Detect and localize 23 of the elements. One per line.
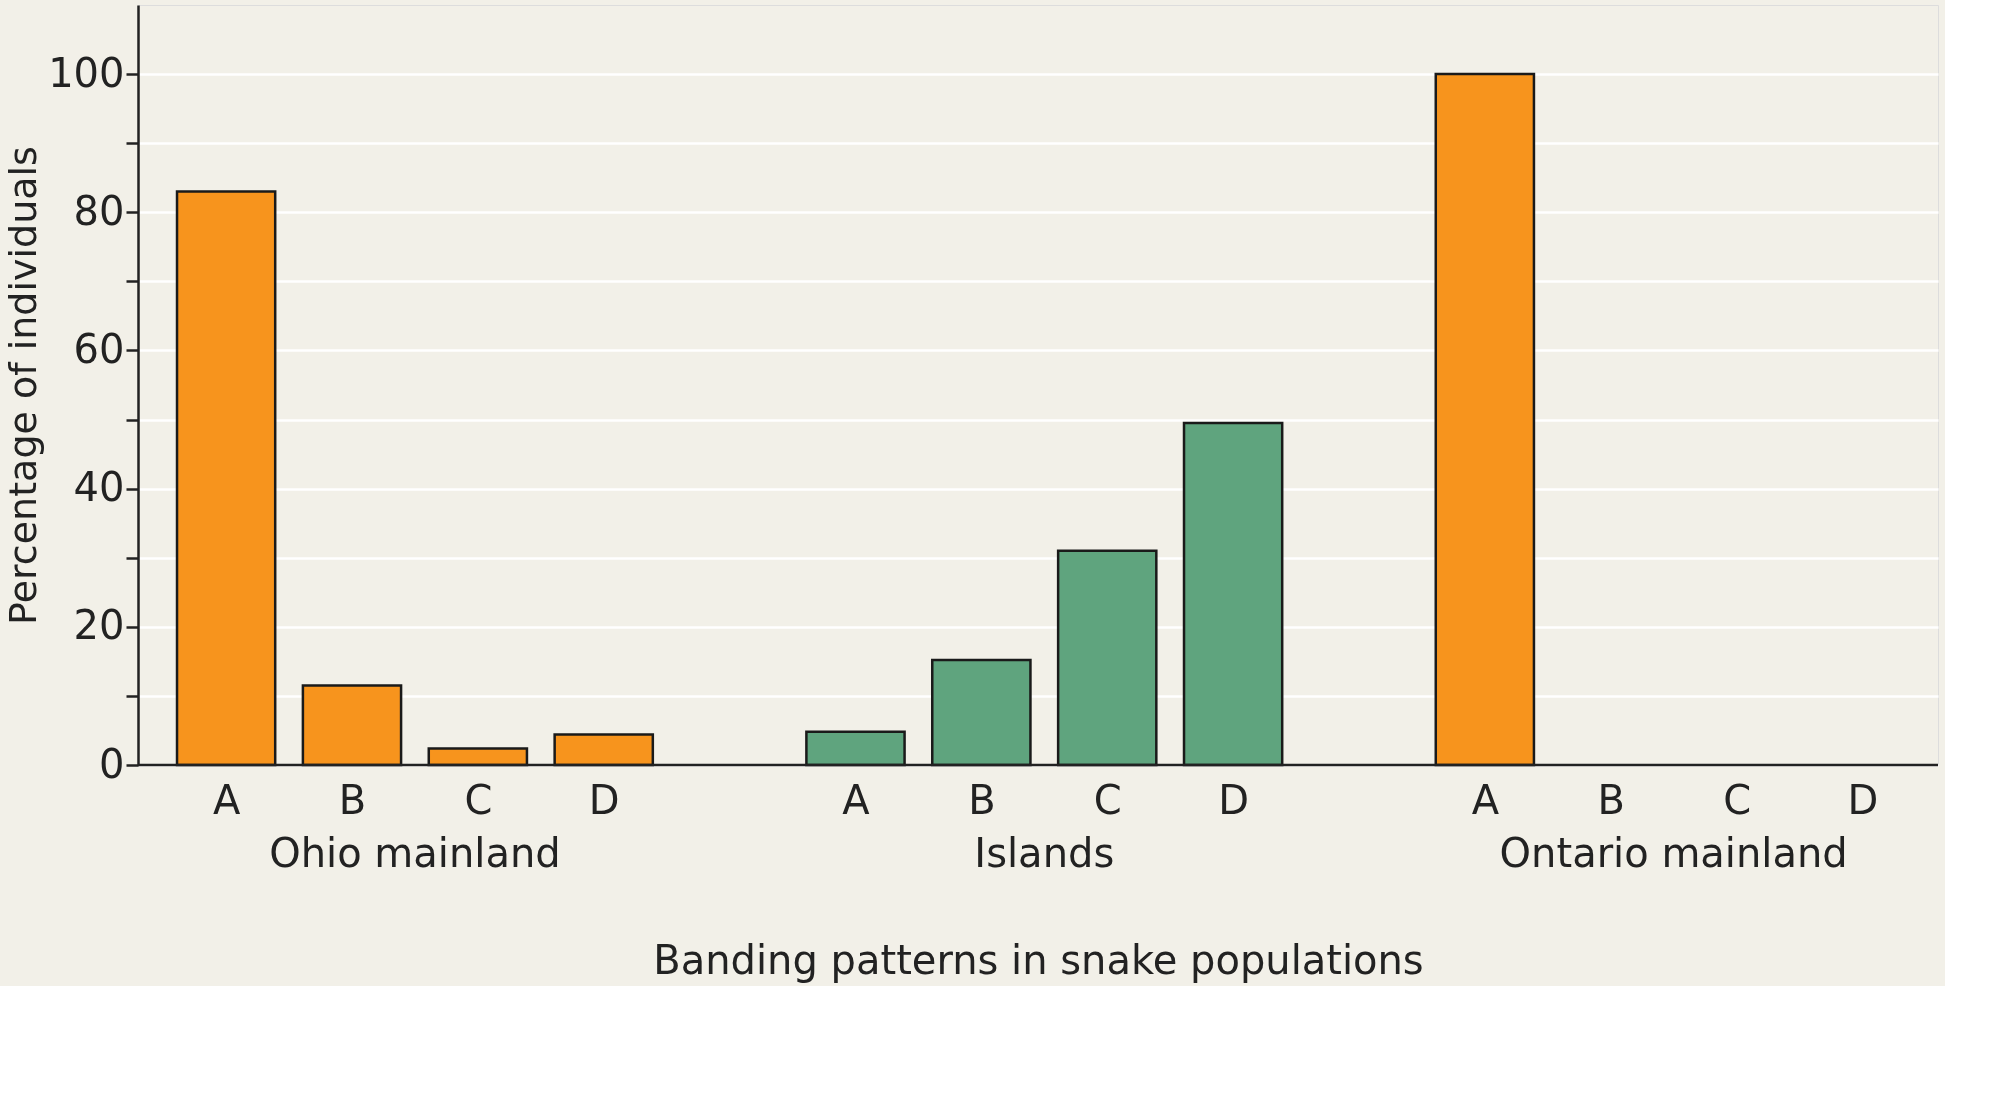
- y-tick-label: 80: [73, 187, 125, 234]
- x-tick-label: A: [1471, 776, 1500, 823]
- x-tick-label: A: [842, 776, 871, 823]
- x-tick-label: C: [464, 776, 493, 823]
- x-tick-label: D: [1847, 776, 1879, 823]
- x-tick-label: A: [212, 776, 241, 823]
- x-axis-title: Banding patterns in snake populations: [653, 936, 1424, 983]
- x-tick-label: B: [338, 776, 367, 823]
- y-axis-title: Percentage of individuals: [1, 146, 46, 625]
- x-tick-label: D: [1218, 776, 1250, 823]
- text: Ontario mainland: [1499, 830, 1848, 876]
- text: Islands: [974, 830, 1115, 876]
- y-tick-label: 40: [73, 464, 125, 511]
- text: Ohio mainland: [269, 830, 561, 876]
- x-tick-label: B: [968, 776, 996, 823]
- y-tick-label: 20: [73, 602, 125, 649]
- y-tick-label: 60: [73, 325, 125, 372]
- x-tick-label: B: [1597, 776, 1625, 823]
- x-tick-label: C: [1723, 776, 1752, 823]
- x-tick-label: D: [588, 776, 620, 823]
- y-tick-label: 100: [48, 49, 125, 96]
- y-tick-label: 0: [99, 740, 125, 787]
- x-tick-label: C: [1093, 776, 1122, 823]
